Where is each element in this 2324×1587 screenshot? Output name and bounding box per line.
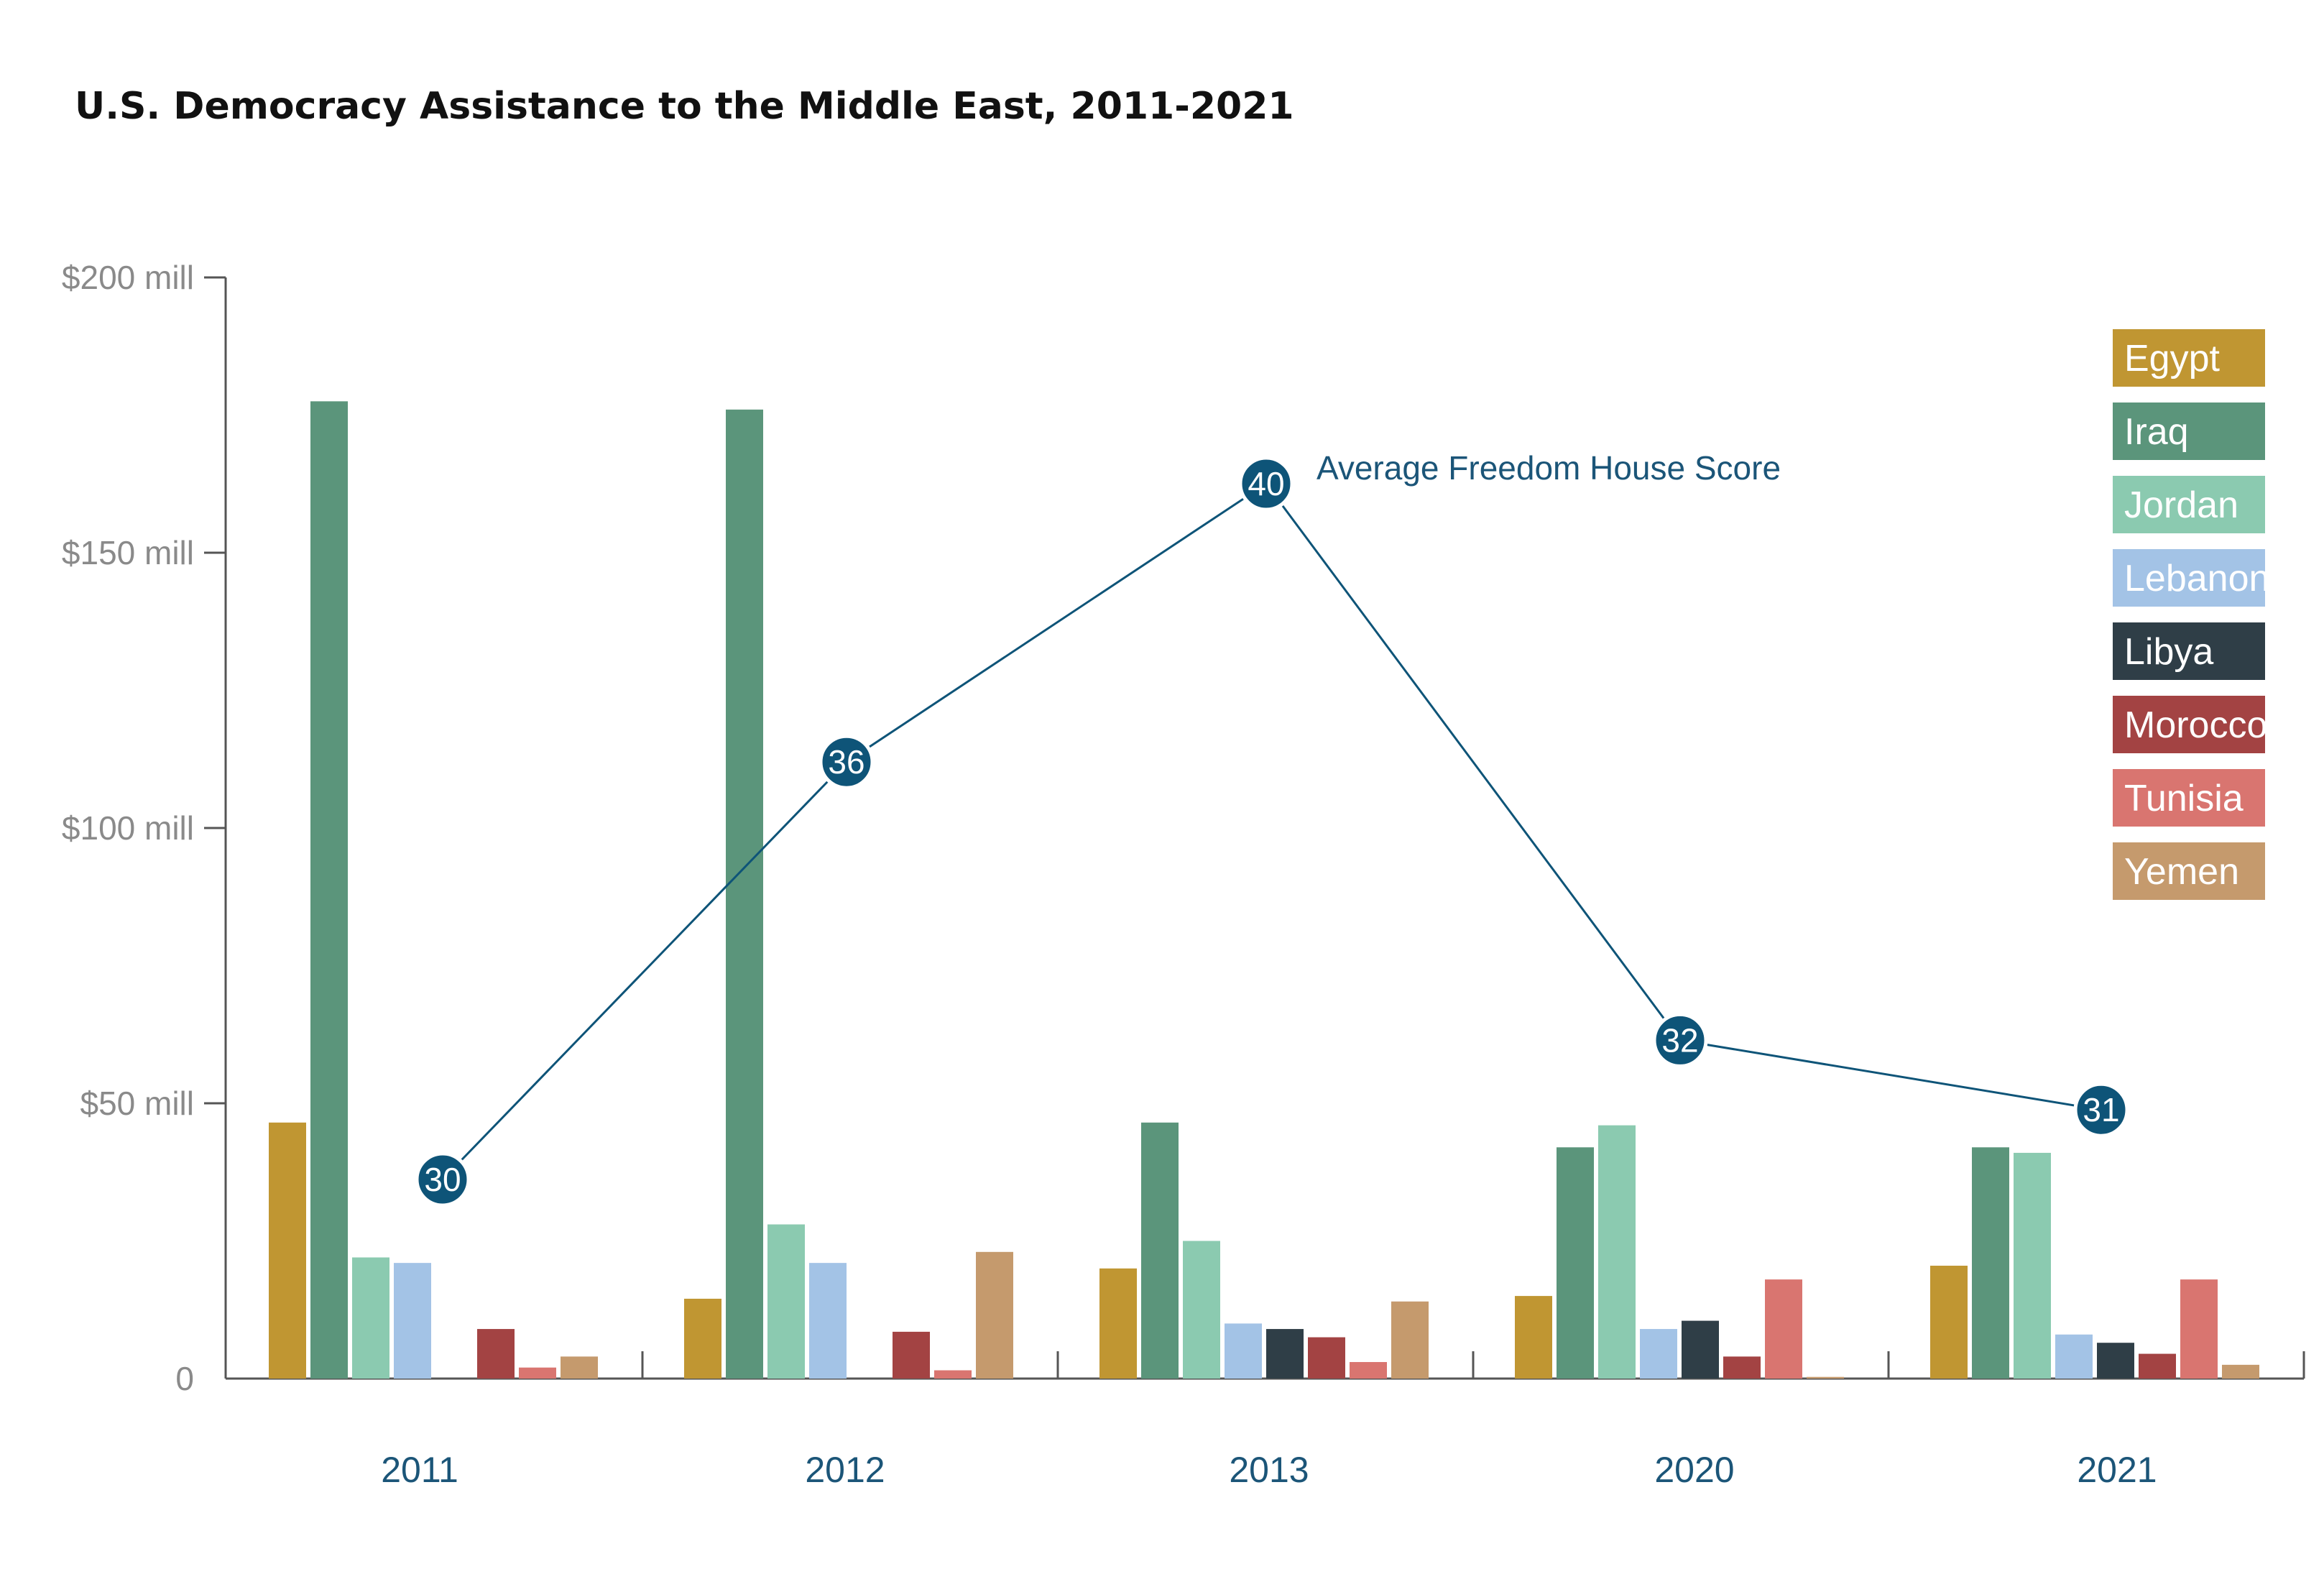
- legend-label-tunisia: Tunisia: [2124, 778, 2244, 819]
- bar-tunisia-2011: [519, 1367, 556, 1379]
- bar-yemen-2012: [976, 1251, 1013, 1379]
- y-tick-label: $100 mill: [62, 809, 194, 847]
- bar-jordan-2020: [1598, 1125, 1636, 1379]
- chart-legend: Egypt Iraq Jordan Lebanon Libya Morocco Tunisi…: [2113, 329, 2269, 900]
- legend-label-morocco: Morocco: [2124, 704, 2267, 746]
- legend-swatch-libya: [2113, 622, 2265, 680]
- bar-lebanon-2021: [2055, 1334, 2093, 1379]
- bar-libya-2013: [1266, 1329, 1304, 1379]
- x-tick-label: 2013: [1229, 1450, 1309, 1490]
- bar-yemen-2021: [2222, 1364, 2259, 1379]
- bar-lebanon-2011: [394, 1263, 431, 1379]
- bar-egypt-2021: [1930, 1265, 1968, 1379]
- legend-swatch-yemen: [2113, 842, 2265, 900]
- score-value-label: 31: [2083, 1091, 2119, 1128]
- bar-yemen-2011: [561, 1356, 598, 1379]
- bar-yemen-2020: [1807, 1376, 1844, 1379]
- bar-egypt-2013: [1099, 1268, 1137, 1379]
- legend-label-lebanon: Lebanon: [2124, 558, 2269, 599]
- y-tick-label: $50 mill: [80, 1085, 194, 1122]
- chart-bars: [269, 401, 2259, 1379]
- bar-egypt-2011: [269, 1122, 306, 1379]
- bar-morocco-2021: [2139, 1353, 2176, 1379]
- legend-swatch-morocco: [2113, 696, 2265, 753]
- bar-morocco-2020: [1723, 1356, 1761, 1379]
- bar-lebanon-2020: [1640, 1329, 1677, 1379]
- legend-label-iraq: Iraq: [2124, 411, 2189, 453]
- bar-egypt-2012: [684, 1298, 721, 1379]
- chart-title: U.S. Democracy Assistance to the Middle …: [75, 85, 1294, 128]
- score-marker: [819, 734, 875, 790]
- legend-label-jordan: Jordan: [2124, 484, 2238, 526]
- y-tick-label: $150 mill: [62, 534, 194, 571]
- bar-iraq-2021: [1972, 1147, 2009, 1379]
- bar-libya-2021: [2097, 1343, 2134, 1379]
- bar-morocco-2013: [1308, 1337, 1345, 1379]
- score-value-label: 36: [828, 743, 864, 781]
- legend-swatch-lebanon: [2113, 549, 2265, 607]
- bar-jordan-2013: [1183, 1241, 1220, 1379]
- score-line-path: [441, 482, 2102, 1181]
- bar-morocco-2011: [477, 1329, 515, 1379]
- y-tick-label: 0: [175, 1360, 194, 1397]
- score-marker: [415, 1151, 471, 1208]
- bar-iraq-2011: [310, 401, 348, 1379]
- bar-iraq-2012: [726, 409, 763, 1379]
- bar-tunisia-2012: [934, 1370, 972, 1379]
- score-marker: [2073, 1082, 2129, 1138]
- bar-egypt-2020: [1515, 1296, 1552, 1379]
- score-value-label: 40: [1248, 465, 1284, 502]
- bar-tunisia-2021: [2180, 1279, 2218, 1379]
- bar-iraq-2020: [1557, 1147, 1594, 1379]
- score-marker: [1238, 456, 1294, 512]
- x-tick-label: 2011: [381, 1450, 458, 1490]
- bar-tunisia-2020: [1765, 1279, 1802, 1379]
- legend-swatch-jordan: [2113, 476, 2265, 533]
- bar-tunisia-2013: [1350, 1362, 1387, 1379]
- legend-swatch-egypt: [2113, 329, 2265, 387]
- score-value-label: 30: [424, 1161, 461, 1198]
- legend-swatch-tunisia: [2113, 769, 2265, 827]
- x-tick-label: 2020: [1654, 1450, 1734, 1490]
- bar-lebanon-2013: [1225, 1323, 1262, 1379]
- bar-jordan-2021: [2014, 1152, 2051, 1379]
- y-tick-label: $200 mill: [62, 259, 194, 296]
- legend-swatch-iraq: [2113, 402, 2265, 460]
- bar-jordan-2011: [352, 1257, 389, 1379]
- legend-label-yemen: Yemen: [2124, 851, 2239, 893]
- bar-iraq-2013: [1141, 1122, 1179, 1379]
- x-tick-label: 2012: [805, 1450, 885, 1490]
- score-line-label: Average Freedom House Score: [1317, 449, 1781, 487]
- bar-lebanon-2012: [809, 1263, 847, 1379]
- bar-yemen-2013: [1391, 1301, 1429, 1379]
- score-marker: [1652, 1012, 1708, 1068]
- freedom-score-line: 30 36 40 32 31 Average Freedom House Score: [415, 449, 2129, 1208]
- bar-morocco-2012: [893, 1331, 930, 1379]
- chart-axes: 0 $50 mill $100 mill $150 mill $200 mill 2011…: [62, 259, 2305, 1490]
- bar-libya-2020: [1682, 1320, 1719, 1379]
- x-tick-label: 2021: [2077, 1450, 2157, 1490]
- score-value-label: 32: [1661, 1021, 1698, 1059]
- legend-label-libya: Libya: [2124, 631, 2213, 673]
- bar-jordan-2012: [767, 1224, 805, 1379]
- legend-label-egypt: Egypt: [2124, 338, 2221, 380]
